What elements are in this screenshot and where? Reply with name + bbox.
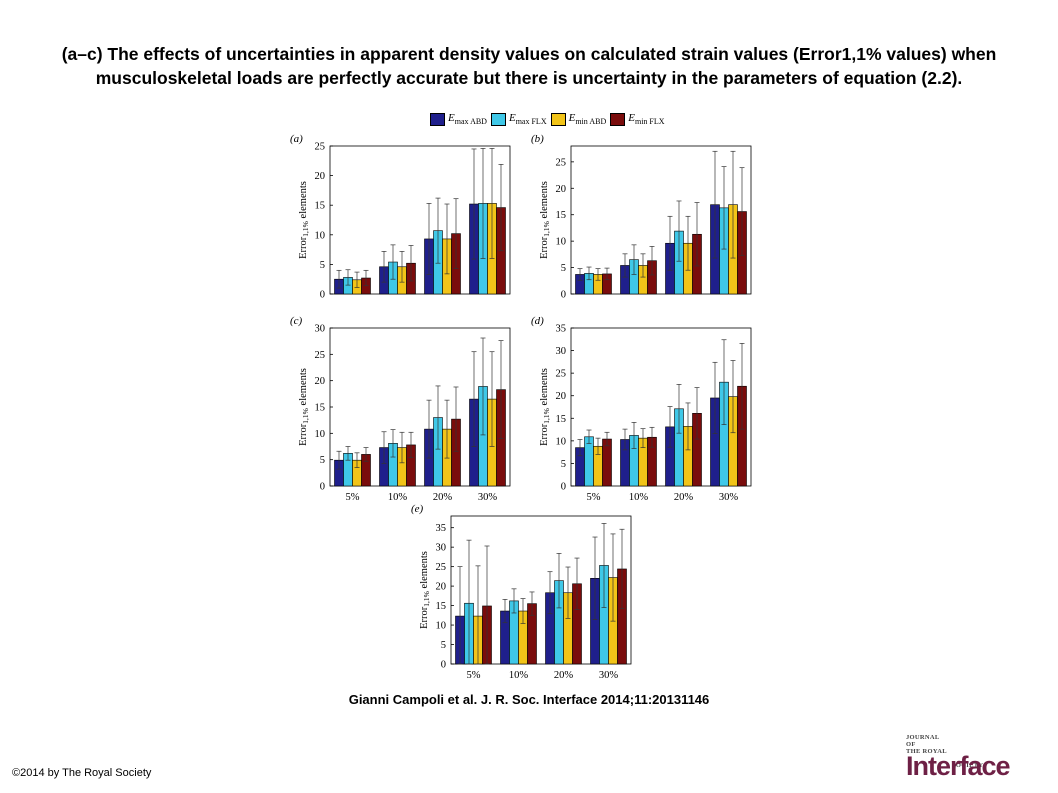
legend-swatch-e-min-flx <box>610 112 626 126</box>
chart-panel-d: (d) 0 5 10 15 20 25 30 35 Error1,1% elements 5% 10%… <box>531 315 752 503</box>
y-tick-label: 10 <box>556 237 567 248</box>
legend-item-e-min-flx: Emin FLX <box>610 111 665 127</box>
panel-label: (a) <box>290 133 303 145</box>
plot-frame <box>450 515 632 665</box>
logo-interface-wordmark: Interface <box>906 751 1011 781</box>
y-tick-label: 20 <box>436 582 447 593</box>
y-tick-label: 35 <box>436 523 447 534</box>
y-tick-label: 20 <box>315 376 326 387</box>
y-tick-label: 25 <box>556 369 567 380</box>
chart-panel-c: (c) 0 5 10 15 20 25 30 Error1,1% elements 5% 10% 20… <box>290 315 511 503</box>
y-tick-label: 5 <box>320 260 325 271</box>
y-tick-label: 0 <box>441 660 446 671</box>
legend-label-e-min-abd: Emin ABD <box>568 111 607 127</box>
chart-legend: Emax ABD Emax FLX Emin ABD Emin FLX <box>430 110 669 128</box>
legend-item-e-max-flx: Emax FLX <box>490 111 547 127</box>
x-tick-label: 10% <box>629 492 649 503</box>
y-tick-label: 5 <box>561 263 566 274</box>
y-axis-label: Error1,1% elements <box>539 181 551 259</box>
citation: Gianni Campoli et al. J. R. Soc. Interfa… <box>348 692 710 707</box>
chart-panel-a: (a) 0 5 10 15 20 25 Error1,1% elements <box>290 133 511 301</box>
plot-frame <box>329 145 511 295</box>
logo-society-line: SOCIETY <box>952 762 984 769</box>
y-axis-label: Error1,1% elements <box>419 551 431 629</box>
y-tick-label: 25 <box>436 562 447 573</box>
panel-label: (b) <box>531 133 544 145</box>
x-tick-label: 5% <box>587 492 601 503</box>
chart-panel-b: (b) 0 5 10 15 20 25 Error1,1% elements <box>531 133 752 301</box>
y-tick-label: 10 <box>315 429 326 440</box>
plot-frame <box>570 327 752 487</box>
y-tick-label: 10 <box>436 621 447 632</box>
y-tick-label: 20 <box>315 171 326 182</box>
y-tick-label: 30 <box>436 543 447 554</box>
legend-label-e-max-abd: Emax ABD <box>448 111 487 127</box>
logo-royal-line: THE ROYAL <box>906 748 947 755</box>
y-tick-label: 15 <box>556 210 567 221</box>
logo-journal-line: JOURNAL <box>906 734 940 741</box>
y-tick-label: 0 <box>320 482 325 493</box>
y-tick-label: 15 <box>315 403 326 414</box>
x-tick-label: 5% <box>346 492 360 503</box>
x-tick-label: 5% <box>467 670 481 681</box>
legend-swatch-e-max-abd <box>430 112 445 126</box>
y-tick-label: 0 <box>561 482 566 493</box>
y-tick-label: 15 <box>315 201 326 212</box>
x-tick-label: 30% <box>478 492 498 503</box>
y-axis-label: Error1,1% elements <box>298 368 310 446</box>
x-tick-label: 30% <box>599 670 619 681</box>
copyright-notice: ©2014 by The Royal Society <box>12 767 152 779</box>
slide-title: (a–c) The effects of uncertainties in ap… <box>61 44 997 88</box>
logo-of-line: OF <box>906 741 916 748</box>
y-axis-label: Error1,1% elements <box>298 181 310 259</box>
panel-label: (d) <box>531 315 544 327</box>
plot-frame <box>570 145 752 295</box>
x-tick-label: 20% <box>433 492 453 503</box>
x-tick-label: 20% <box>554 670 574 681</box>
y-tick-label: 20 <box>556 391 567 402</box>
x-tick-label: 20% <box>674 492 694 503</box>
y-tick-label: 15 <box>436 601 447 612</box>
legend-label-e-max-flx: Emax FLX <box>508 111 547 127</box>
y-tick-label: 30 <box>556 346 567 357</box>
bar <box>584 436 594 487</box>
y-tick-label: 20 <box>556 184 567 195</box>
y-tick-label: 35 <box>556 324 567 335</box>
legend-swatch-e-min-abd <box>550 112 566 126</box>
y-tick-label: 25 <box>315 350 326 361</box>
legend-item-e-min-abd: Emin ABD <box>550 111 607 127</box>
y-tick-label: 5 <box>320 455 325 466</box>
panel-label: (e) <box>411 503 424 515</box>
y-tick-label: 0 <box>320 290 325 301</box>
journal-logo: JOURNAL OF THE ROYAL SOCIETY Interface <box>906 734 1016 780</box>
x-tick-label: 30% <box>719 492 739 503</box>
legend-swatch-e-max-flx <box>490 112 506 126</box>
legend-item-e-max-abd: Emax ABD <box>430 112 487 126</box>
y-tick-label: 30 <box>315 324 326 335</box>
y-tick-label: 10 <box>315 230 326 241</box>
legend-label-e-min-flx: Emin FLX <box>628 111 665 127</box>
chart-panel-e: (e) 0 5 10 15 20 25 30 35 Error1,1% elements 5% 10%… <box>411 503 632 681</box>
y-tick-label: 25 <box>315 142 326 153</box>
x-tick-label: 10% <box>388 492 408 503</box>
y-tick-label: 15 <box>556 414 567 425</box>
y-tick-label: 0 <box>561 290 566 301</box>
panel-label: (c) <box>290 315 303 327</box>
y-tick-label: 5 <box>561 459 566 470</box>
y-axis-label: Error1,1% elements <box>539 368 551 446</box>
y-tick-label: 5 <box>441 640 446 651</box>
y-tick-label: 25 <box>556 157 567 168</box>
y-tick-label: 10 <box>556 436 567 447</box>
x-tick-label: 10% <box>509 670 529 681</box>
